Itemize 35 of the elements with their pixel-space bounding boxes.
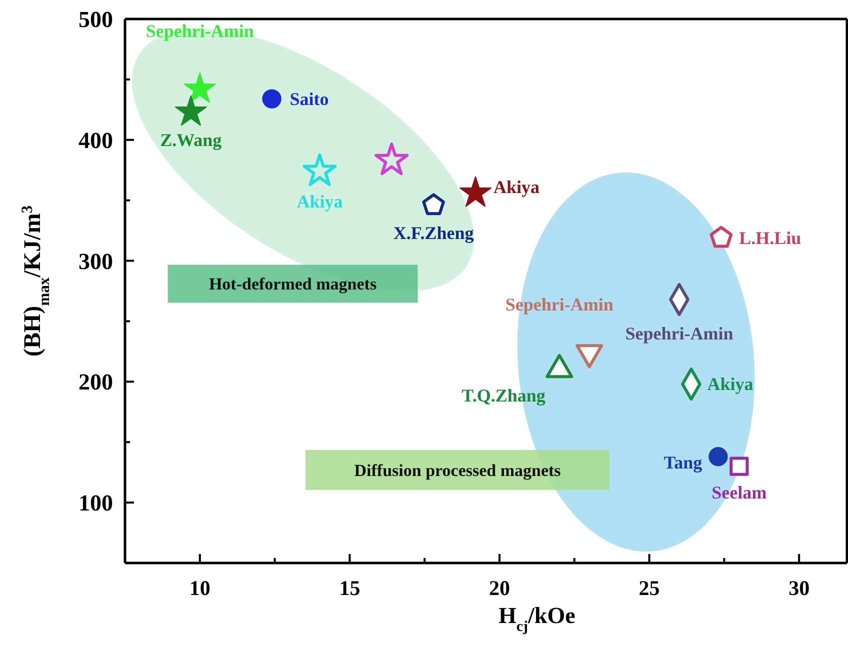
series-label: T.Q.Zhang [462,386,546,406]
text: Sepehri-Amin [146,21,254,42]
series-label: Saito [290,88,329,109]
series-label: L.H.Liu [739,228,802,248]
point [374,142,409,176]
series-label: Z.Wang [160,130,222,150]
x-tick-label: 20 [488,576,510,600]
x-axis-title: H$_{cj}$/kOe [498,603,576,635]
annotation: Hot-deformed magnets [208,274,377,294]
point [710,226,733,248]
series-label: Sepehri-Amin [625,323,734,344]
point [708,447,728,466]
y-tick-label: 500 [78,7,113,32]
series-label: Tang [664,452,702,473]
series-label: Akiya [707,374,754,394]
x-tick-label: 25 [638,576,660,600]
series-label: Seelam [712,482,767,502]
point [422,193,445,216]
y-tick-label: 400 [78,128,113,153]
annotation: Diffusion processed magnets [354,460,562,480]
series-label: Akiya [494,177,540,198]
y-tick-label: 100 [78,490,113,516]
point [302,153,337,186]
x-tick-label: 15 [339,576,360,600]
point [730,456,749,476]
point [184,72,216,103]
y-tick-label: 200 [78,370,113,395]
y-tick-label: 300 [78,248,113,274]
series-label: Akiya [296,191,343,212]
point [459,176,492,207]
point [174,95,207,126]
x-tick-label: 30 [788,576,810,600]
x-tick-label: 10 [189,576,210,600]
series-label: X.F.Zheng [393,223,474,244]
series-label: Sepehri-Amin [505,294,614,315]
